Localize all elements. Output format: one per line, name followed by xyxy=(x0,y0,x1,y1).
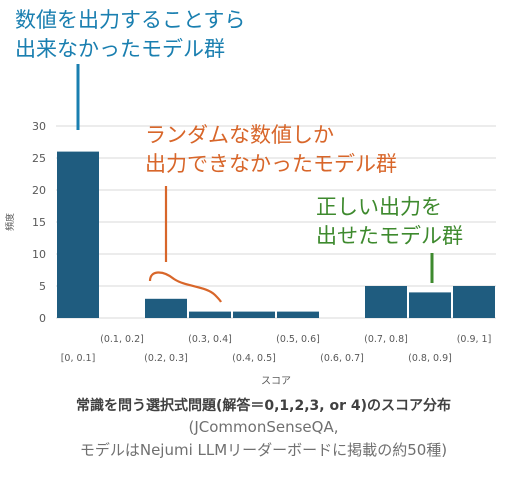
annotation-line: 出せたモデル群 xyxy=(316,224,463,248)
annotation-line: 数値を出力することすら xyxy=(15,8,246,32)
figure-caption-source: (JCommonSenseQA, xyxy=(188,418,339,436)
bars xyxy=(57,151,495,318)
histogram-bar xyxy=(365,286,407,318)
x-tick-label: [0, 0.1] xyxy=(61,353,96,364)
y-tick-label: 25 xyxy=(32,152,46,165)
histogram-bar xyxy=(277,311,319,318)
y-tick-label: 10 xyxy=(32,248,46,261)
annotation-line: 出力できなかったモデル群 xyxy=(145,152,397,176)
annotation-unable-to-output: 数値を出力することすら 出来なかったモデル群 xyxy=(15,6,245,64)
x-tick-labels: [0, 0.1](0.1, 0.2](0.2, 0.3](0.3, 0.4](0… xyxy=(61,334,492,364)
y-tick-label: 5 xyxy=(39,280,46,293)
x-tick-label: (0.2, 0.3] xyxy=(144,353,188,364)
annotation-leaders xyxy=(76,64,434,303)
x-tick-label: (0.8, 0.9] xyxy=(408,353,452,364)
y-tick-label: 20 xyxy=(32,184,46,197)
y-tick-label: 15 xyxy=(32,216,46,229)
histogram-bar xyxy=(145,298,187,318)
annotation-line: 出来なかったモデル群 xyxy=(15,37,225,61)
y-tick-label: 0 xyxy=(39,312,46,325)
x-tick-label: (0.1, 0.2] xyxy=(100,334,144,345)
x-tick-label: (0.3, 0.4] xyxy=(188,334,232,345)
histogram-chart: 0 5 10 15 20 25 30 [0, 0.1] (0.1, 0.2](0.2, 0.3… xyxy=(4,64,496,387)
annotation-line: ランダムな数値しか xyxy=(145,123,334,147)
x-tick-label: (0.7, 0.8] xyxy=(364,334,408,345)
x-tick-label: (0.6, 0.7] xyxy=(320,353,364,364)
x-tick-label: (0.5, 0.6] xyxy=(276,334,320,345)
x-tick-label: (0.4, 0.5] xyxy=(232,353,276,364)
x-axis-label: スコア xyxy=(261,376,291,387)
y-tick-label: 30 xyxy=(32,120,46,133)
gridlines xyxy=(56,125,496,319)
y-axis-label: 頻度 xyxy=(4,213,16,231)
histogram-bar xyxy=(409,292,451,318)
histogram-bar xyxy=(233,311,275,318)
orange-leader-curve xyxy=(148,186,222,303)
y-tick-labels: 0 5 10 15 20 25 30 xyxy=(32,120,46,325)
figure-caption-title: 常識を問う選択式問題(解答＝0,1,2,3, or 4)のスコア分布 xyxy=(75,398,452,414)
figure-caption-source: モデルはNejumi LLMリーダーボードに掲載の約50種) xyxy=(79,441,448,459)
x-tick-label: (0.9, 1] xyxy=(457,334,492,345)
annotation-random-output: ランダムな数値しか 出力できなかったモデル群 xyxy=(145,121,397,179)
histogram-bar xyxy=(453,286,495,318)
annotation-correct-output: 正しい出力を 出せたモデル群 xyxy=(316,193,463,251)
histogram-bar xyxy=(57,151,99,318)
annotation-line: 正しい出力を xyxy=(316,195,442,219)
histogram-bar xyxy=(189,311,231,318)
